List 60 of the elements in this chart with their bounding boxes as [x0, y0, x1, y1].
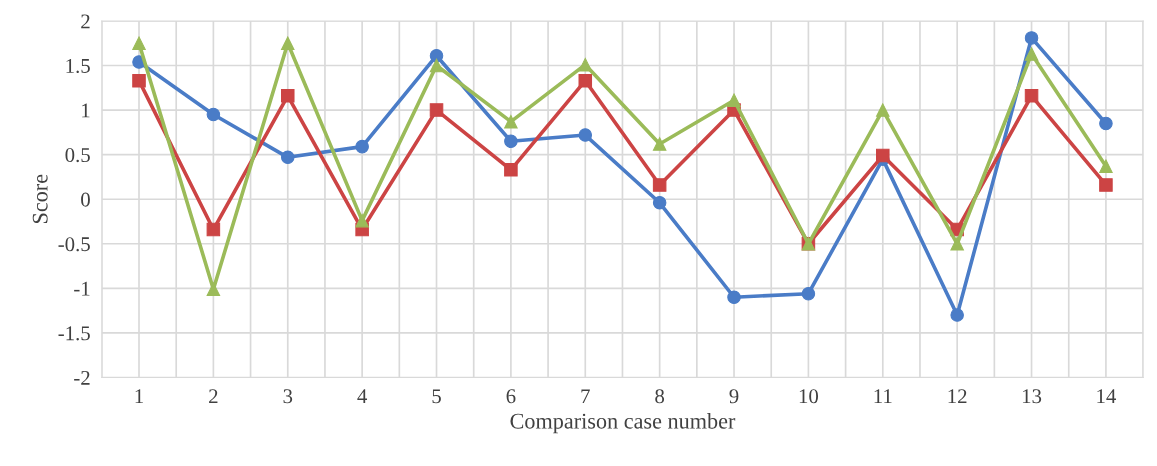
point	[429, 58, 444, 73]
point	[950, 308, 964, 322]
point	[355, 139, 369, 154]
point	[1099, 178, 1113, 192]
x-axis-title: Comparison case number	[510, 413, 736, 434]
point	[1024, 31, 1039, 45]
x-tick-label: 12	[948, 389, 967, 404]
y-tick-label: 0	[81, 192, 90, 207]
x-tick-label: 2	[209, 389, 218, 404]
point	[1024, 89, 1039, 103]
x-tick-label: 14	[1097, 389, 1117, 404]
point	[1024, 47, 1039, 61]
point	[652, 178, 667, 192]
point	[504, 134, 518, 149]
y-tick-label: -2	[74, 370, 90, 385]
y-tick-label: 0.5	[65, 148, 90, 163]
point	[578, 73, 593, 88]
point	[206, 107, 221, 122]
point	[504, 114, 518, 129]
x-tick-label: 10	[799, 389, 819, 404]
y-tick-label: -1	[74, 281, 90, 296]
point	[132, 73, 146, 88]
x-tick-label: 7	[581, 389, 590, 404]
point	[1099, 159, 1113, 174]
y-axis-title: Score	[32, 174, 48, 224]
y-tick-label: 1.5	[66, 59, 90, 74]
x-tick-label: 8	[655, 389, 665, 404]
x-tick-label: 6	[506, 389, 516, 404]
point	[652, 196, 667, 210]
x-tick-label: 9	[729, 389, 739, 404]
point	[429, 103, 444, 117]
point	[578, 57, 593, 72]
y-tick-label: -0.5	[58, 237, 90, 252]
point	[280, 150, 295, 165]
point	[429, 48, 444, 63]
point	[801, 286, 816, 301]
point	[578, 128, 593, 142]
point	[727, 290, 741, 305]
x-tick-label: 13	[1022, 389, 1042, 404]
point	[355, 213, 369, 228]
point	[504, 163, 518, 177]
point	[206, 282, 221, 296]
point	[652, 137, 667, 151]
x-tick-label: 11	[874, 389, 892, 404]
point	[206, 222, 221, 237]
x-tick-label: 3	[283, 389, 293, 404]
x-tick-label: 4	[357, 389, 368, 404]
point	[280, 89, 295, 103]
point	[950, 237, 964, 251]
x-tick-label: 1	[135, 389, 143, 404]
point	[876, 148, 890, 163]
point	[1099, 116, 1113, 131]
y-tick-label: -1.5	[58, 326, 90, 341]
y-tick-label: 2	[81, 14, 90, 29]
point	[280, 36, 295, 51]
point	[876, 103, 890, 117]
point	[727, 93, 741, 108]
x-tick-label: 5	[432, 389, 441, 404]
point	[132, 36, 146, 51]
y-tick-label: 1	[82, 103, 90, 118]
